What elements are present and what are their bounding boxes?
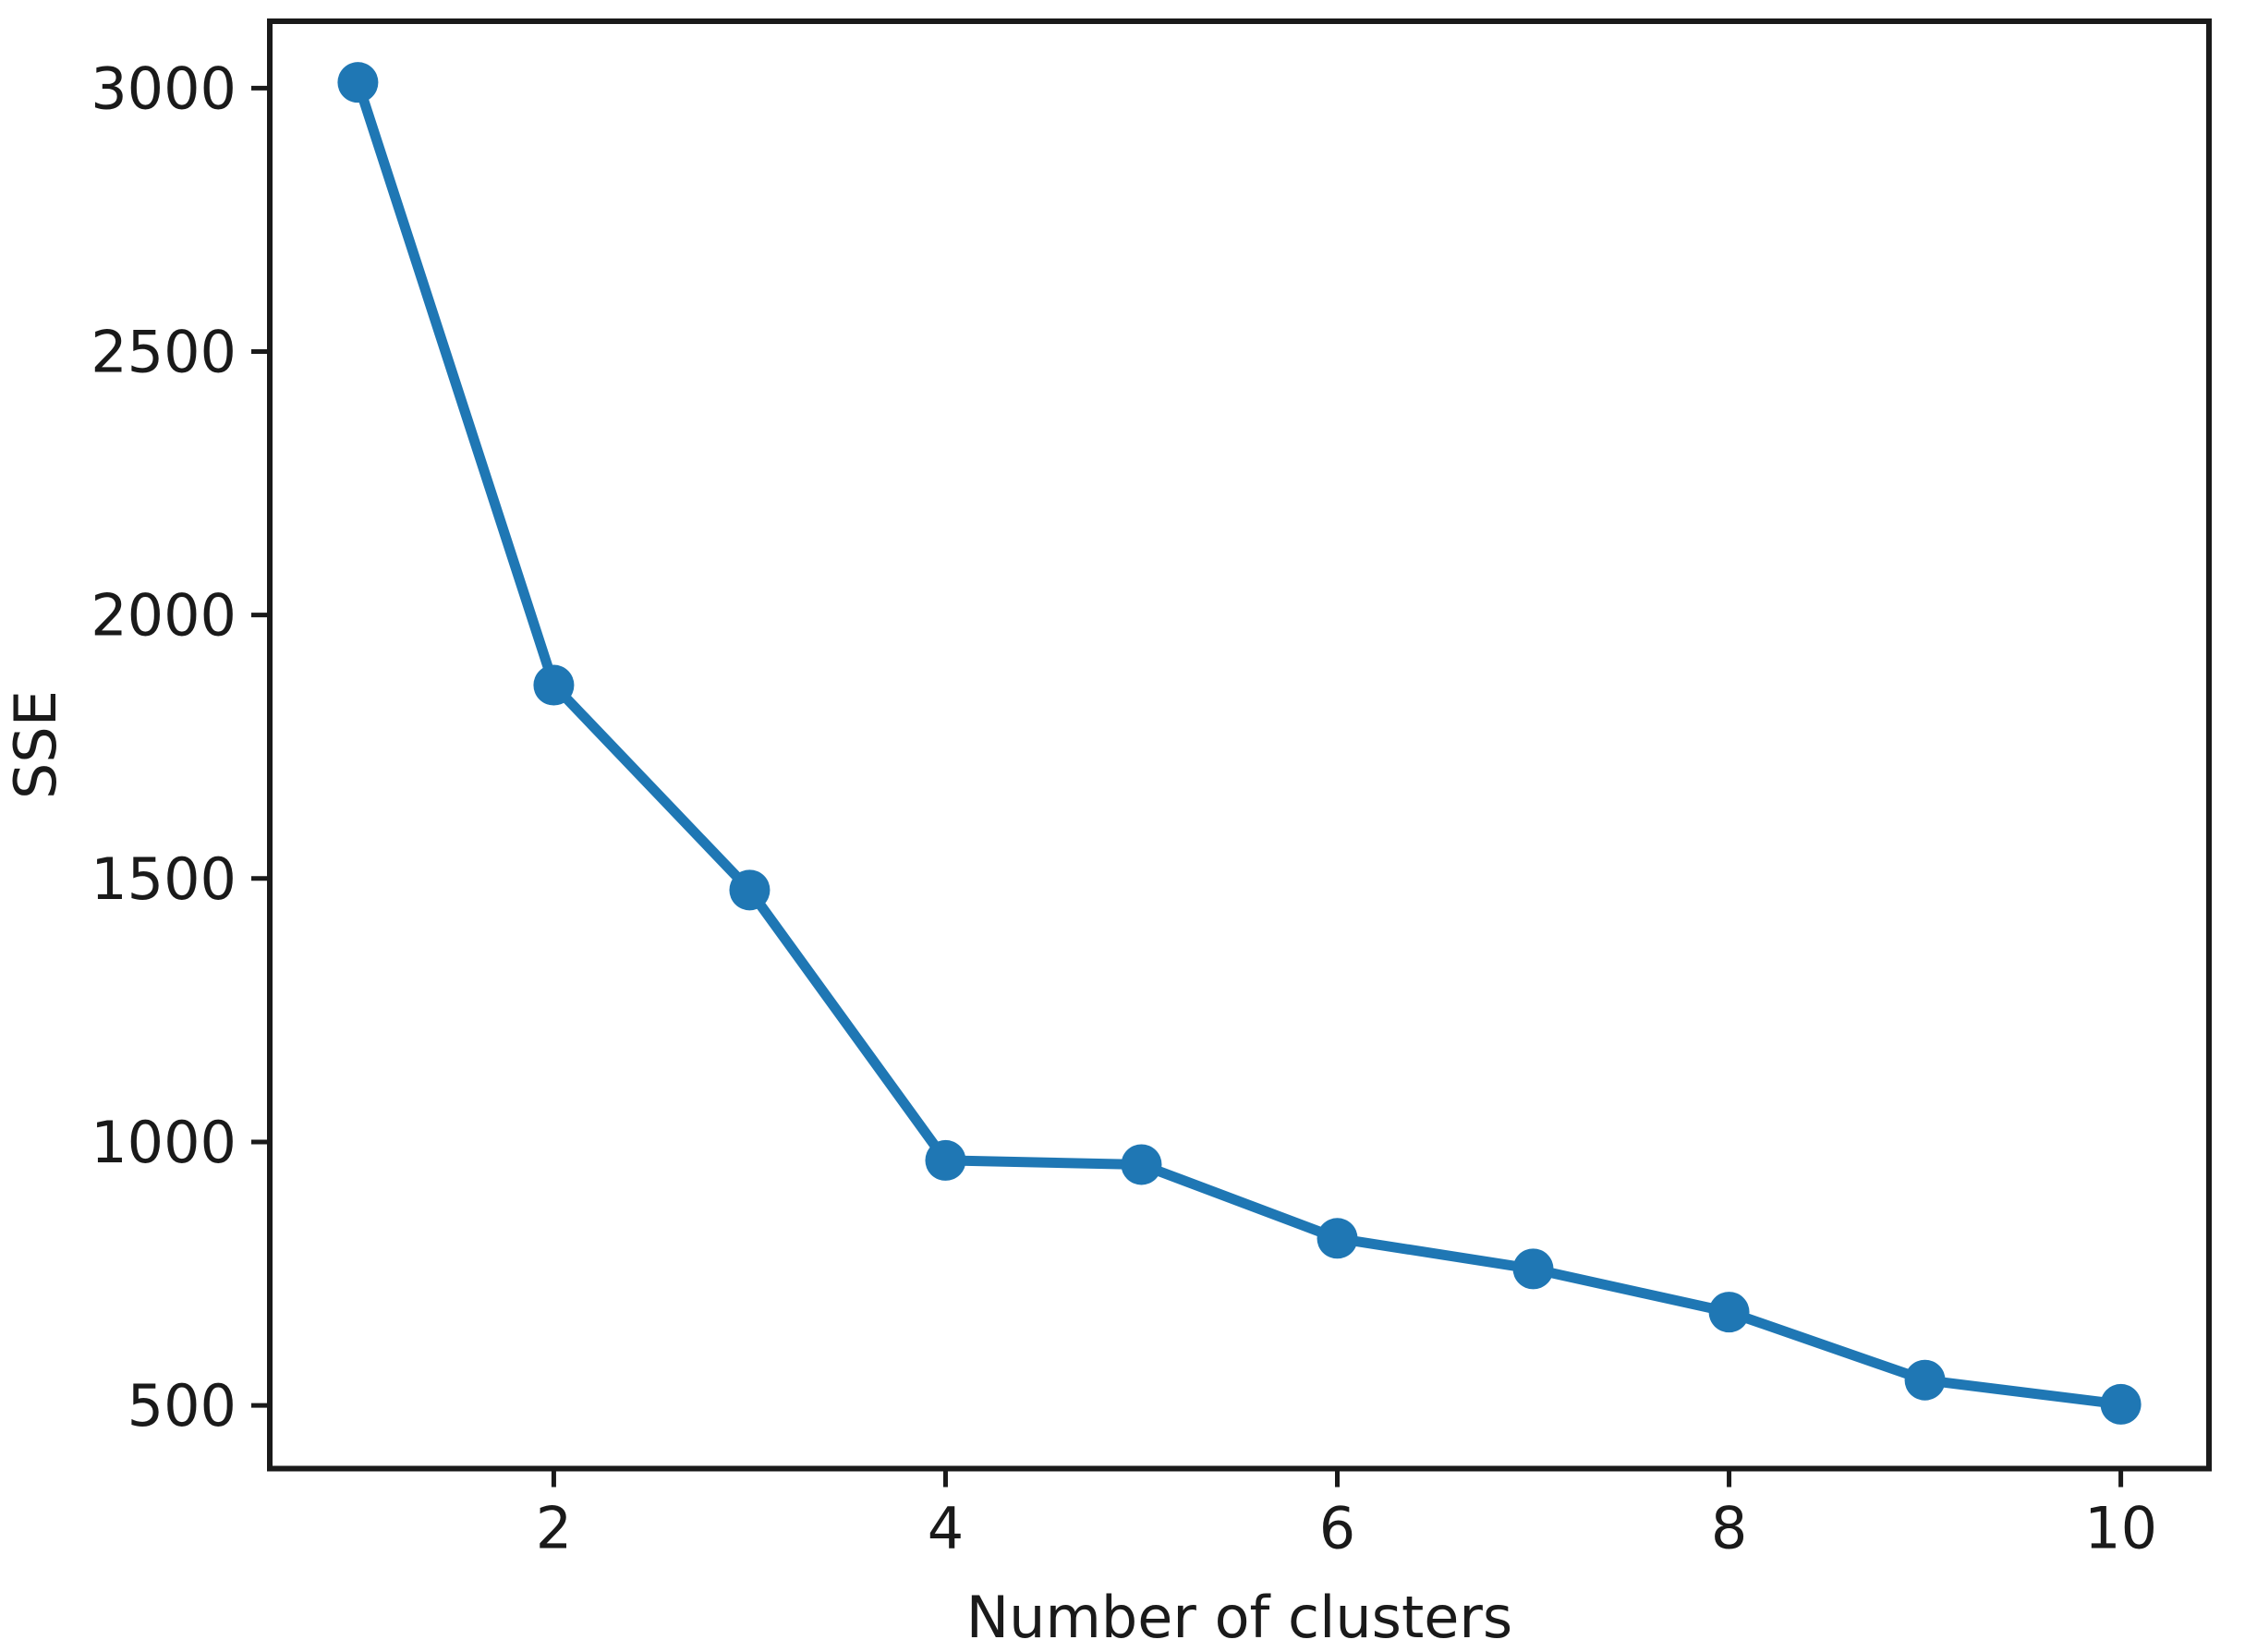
data-point [729,869,771,911]
data-point [1512,1248,1554,1290]
sse-line [352,77,2127,1410]
axes: 2 4 6 8 10 500 1000 1500 2000 2500 3000 [91,18,2212,1562]
x-tick-label: 6 [1319,1495,1355,1562]
data-point [2100,1383,2142,1425]
y-tick-label: 1500 [91,845,237,913]
x-tick-label: 4 [928,1495,964,1562]
y-tick-label: 3000 [91,55,237,122]
plot-border [267,18,2212,1472]
y-tick-label: 1000 [91,1109,237,1176]
data-point [1121,1144,1162,1185]
y-tick-label: 2500 [91,319,237,386]
x-axis-label: Number of clusters [966,1584,1512,1651]
y-tick-label: 2000 [91,582,237,650]
data-point [1708,1292,1750,1333]
data-point [1317,1218,1358,1259]
data-point [1904,1359,1946,1401]
y-tick-label: 500 [127,1372,237,1439]
x-tick-label: 8 [1711,1495,1747,1562]
x-tick-label: 10 [2084,1495,2157,1562]
x-tick-label: 2 [536,1495,572,1562]
data-point [533,664,575,706]
y-axis-label: SSE [2,690,69,799]
data-point [925,1139,966,1181]
sse-line-series [337,62,2142,1425]
data-point [337,62,379,103]
